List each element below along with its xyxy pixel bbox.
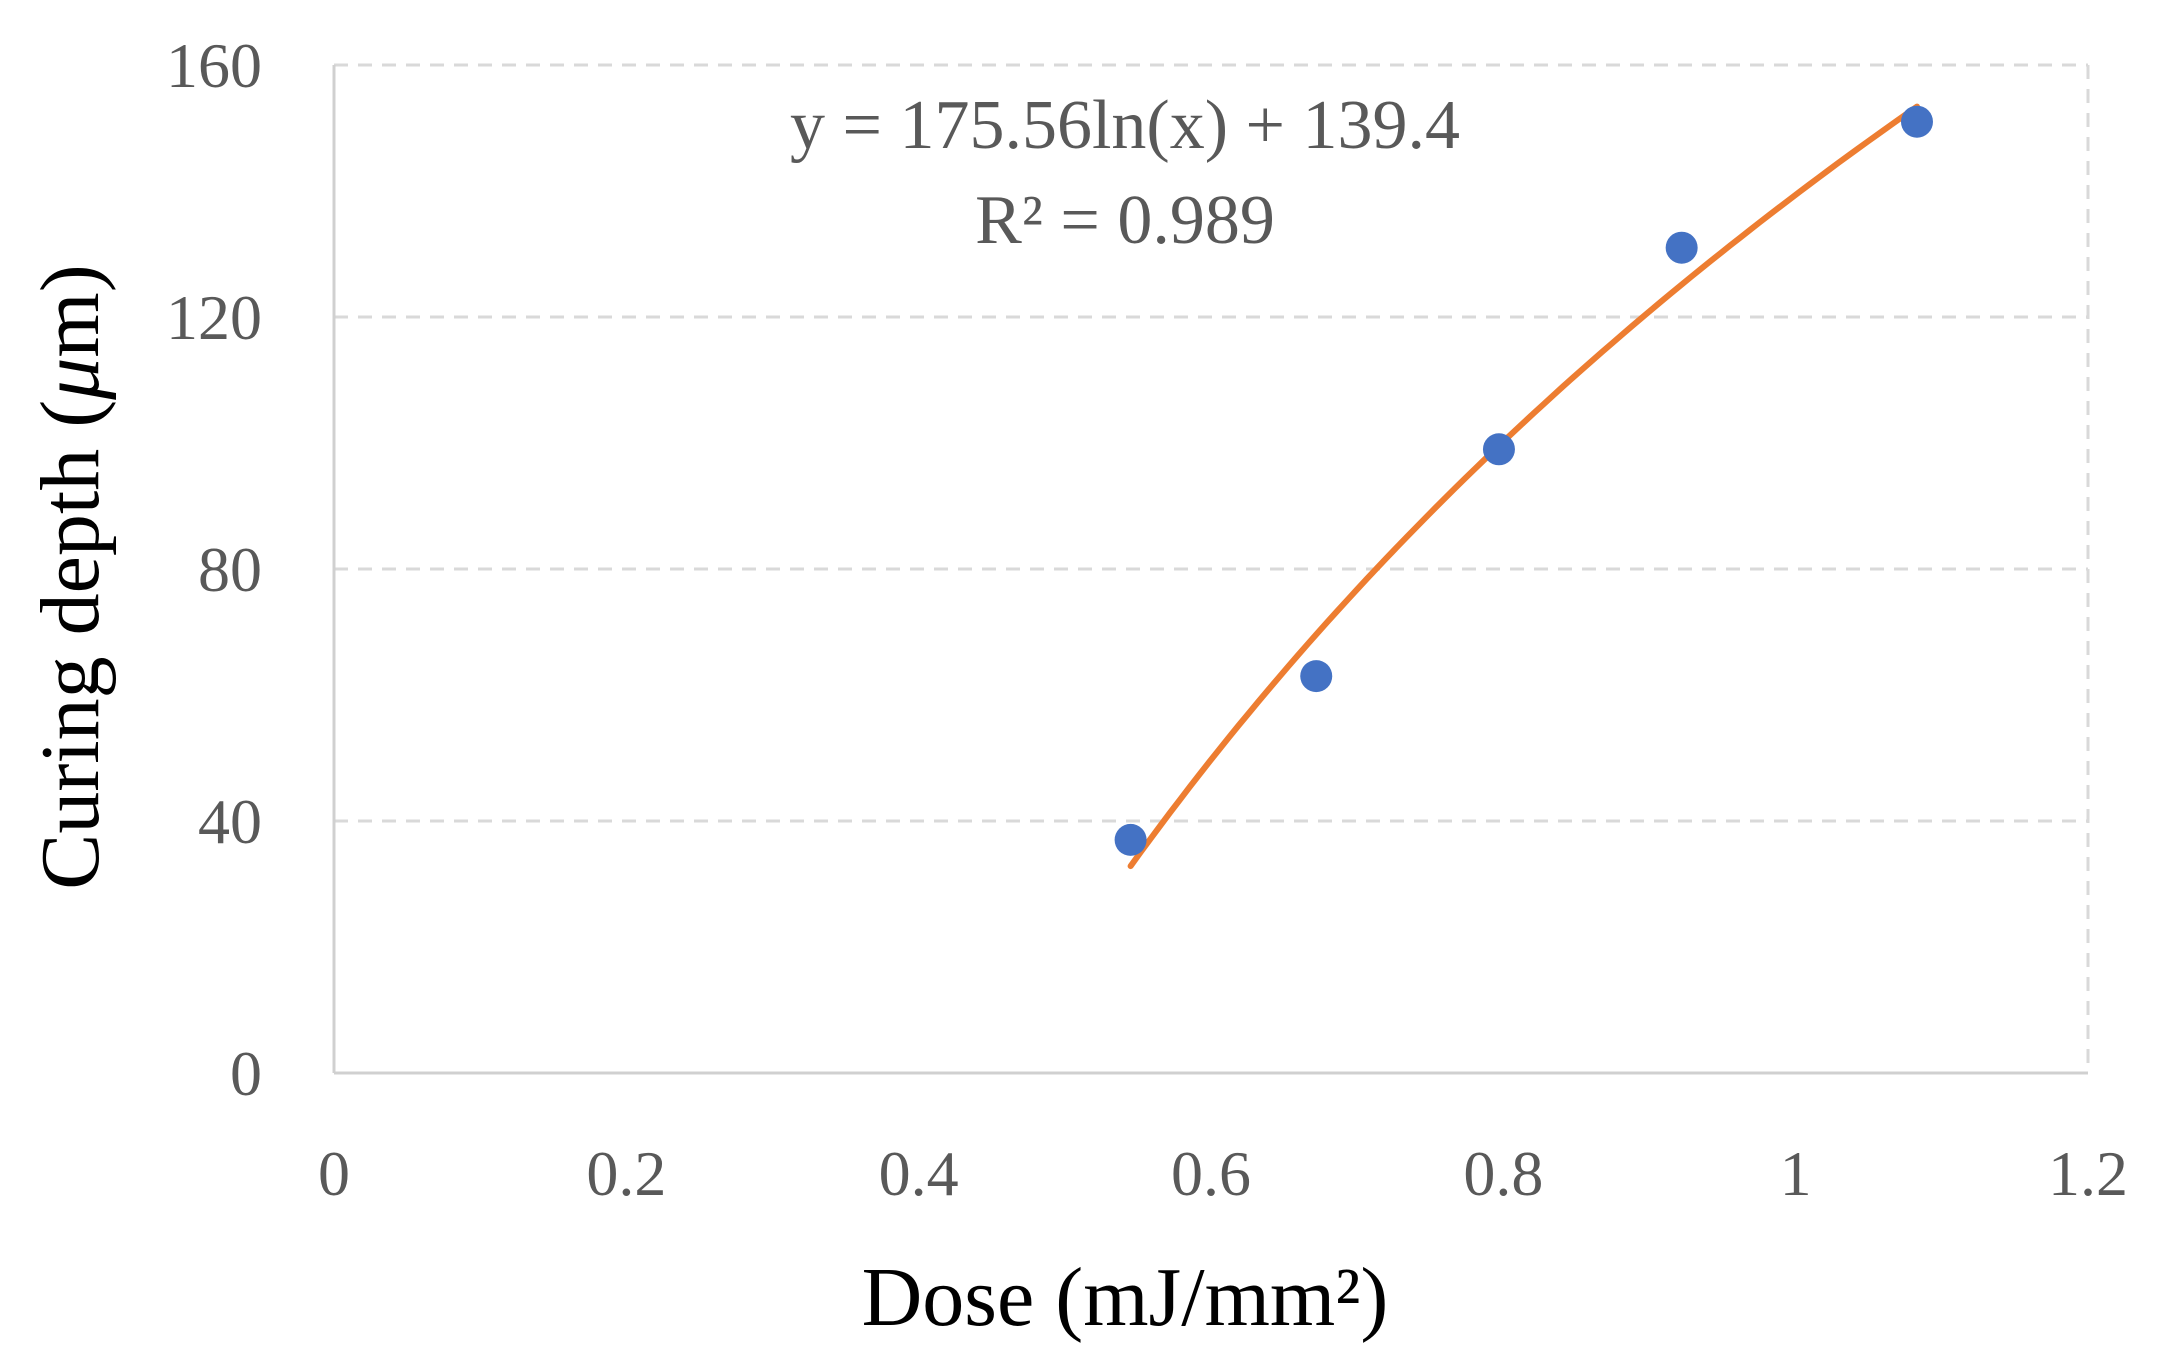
data-point-3: [1665, 231, 1698, 264]
x-tick-label-5: 1: [1780, 1138, 1812, 1209]
trend-r-squared: R² = 0.989: [975, 182, 1275, 259]
data-point-1: [1300, 660, 1333, 693]
y-axis-title: Curing depth (μm): [24, 264, 117, 889]
x-tick-label-6: 1.2: [2048, 1138, 2128, 1209]
y-tick-label-0: 0: [230, 1038, 262, 1109]
trend-equation: y = 175.56ln(x) + 139.4: [790, 87, 1460, 164]
x-tick-label-1: 0.2: [586, 1138, 666, 1209]
grid-lines: [334, 63, 2090, 1073]
trendline: [1127, 103, 1920, 870]
y-axis-title-main: Curing depth (: [24, 400, 117, 890]
x-tick-label-2: 0.4: [879, 1138, 959, 1209]
x-tick-label-4: 0.8: [1463, 1138, 1543, 1209]
data-point-4: [1900, 105, 1933, 138]
y-axis-title-end: m): [24, 264, 117, 357]
data-point-0: [1114, 823, 1147, 856]
y-tick-label-3: 120: [166, 282, 262, 353]
data-point-2: [1482, 433, 1515, 466]
x-tick-label-0: 0: [318, 1138, 350, 1209]
data-points: [1114, 105, 1933, 856]
x-tick-label-3: 0.6: [1171, 1138, 1251, 1209]
x-axis-title: Dose (mJ/mm²): [862, 1251, 1389, 1344]
y-tick-label-2: 80: [198, 534, 262, 605]
tick-labels: 0 0.2 0.4 0.6 0.8 1 1.2 0 40 80 120 160: [166, 30, 2128, 1209]
y-tick-label-4: 160: [166, 30, 262, 101]
y-axis-title-mu: μ: [24, 358, 117, 401]
axes: [332, 65, 2088, 1075]
y-tick-label-1: 40: [198, 786, 262, 857]
